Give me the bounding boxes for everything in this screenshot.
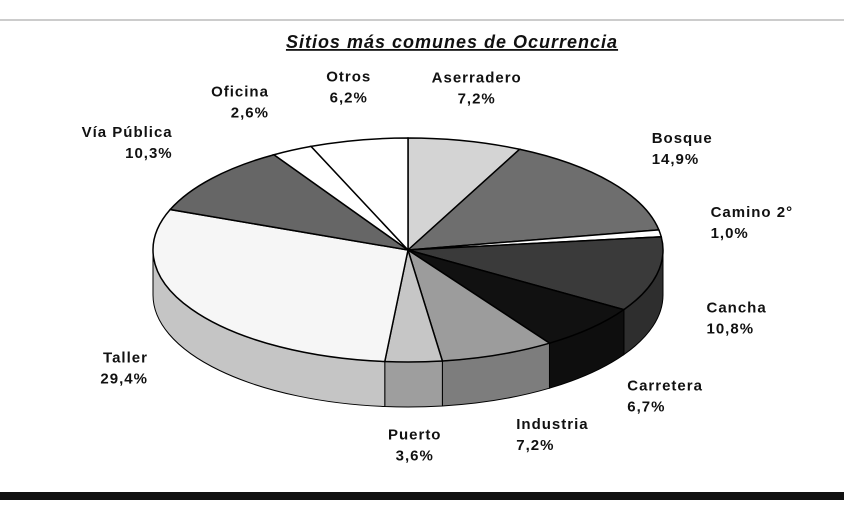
slice-label: Bosque [652, 130, 713, 147]
slice-value-label: 10,8% [707, 321, 755, 338]
slice-label: Oficina [211, 83, 269, 100]
slice-value-label: 6,7% [627, 398, 665, 415]
chart-title: Sitios más comunes de Ocurrencia [286, 32, 618, 52]
slice [407, 137, 522, 252]
slice [407, 249, 626, 345]
slice [405, 148, 660, 251]
slice-label: Carretera [627, 377, 703, 394]
slice [152, 208, 409, 363]
slice [407, 236, 664, 311]
slice-value-label: 14,9% [652, 151, 700, 168]
slice [406, 248, 552, 362]
slice [168, 153, 409, 251]
slice-value-label: 3,6% [396, 447, 434, 464]
slice-label: Otros [326, 69, 371, 86]
slice-label: Cancha [707, 300, 767, 317]
slice [309, 137, 409, 252]
slice-value-label: 2,6% [231, 104, 269, 121]
slice-label: Camino 2° [711, 204, 794, 221]
slice-label: Taller [103, 350, 148, 367]
slice-label: Aserradero [432, 70, 522, 87]
slice-value-label: 10,3% [125, 145, 173, 162]
slice-value-label: 7,2% [458, 91, 496, 108]
slice-value-label: 1,0% [711, 225, 749, 242]
slice-value-label: 7,2% [516, 437, 554, 454]
pie-labels: Aserradero 7,2% Bosque 14,9% Camino 2° 1,0% Ca… [82, 69, 794, 465]
pie-slices [152, 137, 664, 363]
slice-label: Industria [516, 416, 588, 433]
slice-value-label: 29,4% [100, 371, 148, 388]
slice-label: Vía Pública [82, 124, 173, 141]
slice-label: Puerto [388, 426, 442, 443]
slice-side [384, 360, 443, 408]
slice-value-label: 6,2% [330, 90, 368, 107]
bottom-bar [0, 492, 844, 500]
